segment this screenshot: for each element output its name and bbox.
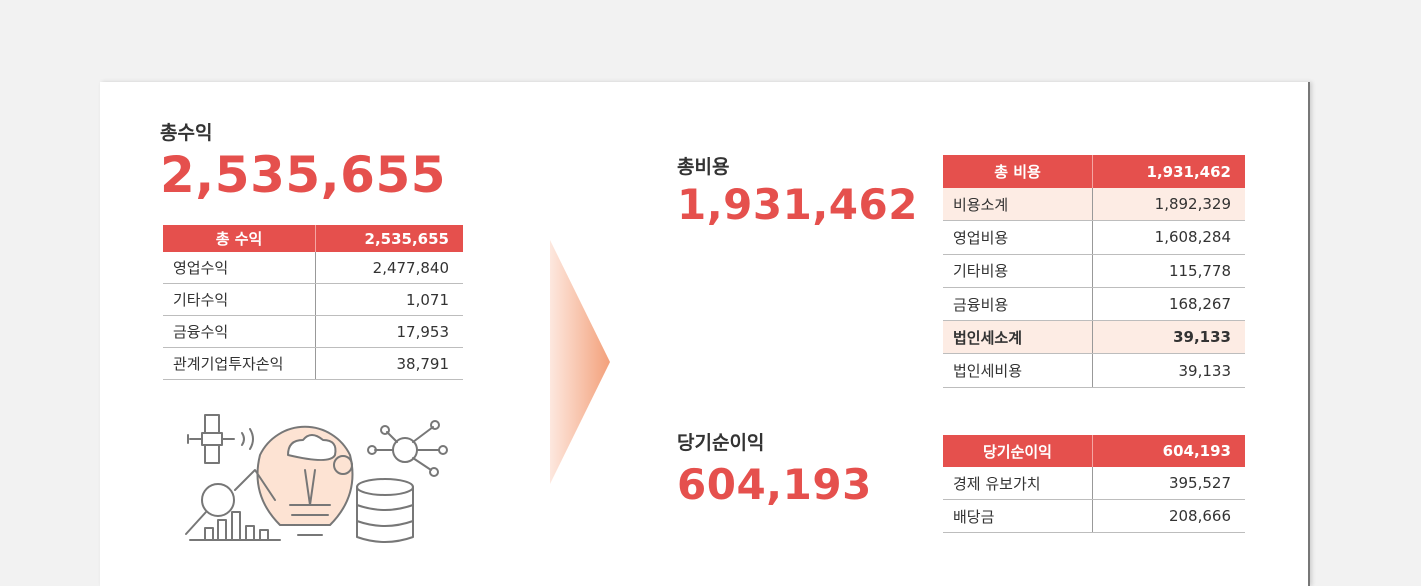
table-cell: 1,892,329 [1154, 195, 1231, 214]
table-row: 영업수익 2,477,840 [163, 252, 463, 284]
table-cell: 경제 유보가치 [943, 467, 1093, 499]
table-cell: 2,477,840 [372, 258, 449, 277]
table-cell: 1,608,284 [1154, 228, 1231, 247]
table-row: 경제 유보가치 395,527 [943, 467, 1245, 500]
table-cell: 배당금 [943, 500, 1093, 532]
table-cell: 기타비용 [943, 254, 1093, 287]
table-cell: 1,071 [406, 290, 449, 309]
header-cell: 2,535,655 [364, 229, 449, 248]
revenue-table: 총 수익 2,535,655 영업수익 2,477,840 기타수익 1,071 금융수익 1… [163, 225, 463, 380]
table-row: 비용소계 1,892,329 [943, 188, 1245, 222]
table-row: 금융비용 168,267 [943, 287, 1245, 322]
table-header: 총 비용 1,931,462 [943, 155, 1245, 188]
header-cell: 총 비용 [943, 155, 1093, 188]
cost-title: 총비용 [677, 156, 730, 178]
table-row: 기타수익 1,071 [163, 284, 463, 316]
table-row: 금융수익 17,953 [163, 316, 463, 348]
bulb-illustration [185, 414, 448, 543]
table-row: 법인세비용 39,133 [943, 354, 1245, 388]
table-cell: 17,953 [396, 322, 450, 341]
table-cell: 208,666 [1168, 507, 1231, 525]
table-cell: 금융수익 [163, 316, 316, 347]
table-cell: 법인세비용 [943, 354, 1093, 387]
table-cell: 39,133 [1173, 328, 1231, 347]
revenue-title: 총수익 [160, 122, 213, 144]
table-row: 법인세소계 39,133 [943, 321, 1245, 355]
table-row: 배당금 208,666 [943, 500, 1245, 533]
table-header: 당기순이익 604,193 [943, 435, 1245, 467]
net-income-amount: 604,193 [677, 460, 872, 509]
revenue-amount: 2,535,655 [160, 146, 447, 204]
table-cell: 395,527 [1168, 474, 1231, 492]
table-cell: 영업수익 [163, 252, 316, 283]
table-cell: 영업비용 [943, 221, 1093, 254]
table-cell: 38,791 [396, 354, 450, 373]
table-cell: 168,267 [1168, 295, 1231, 314]
header-cell: 당기순이익 [943, 435, 1093, 467]
table-cell: 비용소계 [943, 188, 1093, 221]
table-header: 총 수익 2,535,655 [163, 225, 463, 252]
table-cell: 115,778 [1168, 261, 1231, 280]
cost-table: 총 비용 1,931,462 비용소계 1,892,329 영업비용 1,608,284 기… [943, 155, 1245, 388]
header-cell: 604,193 [1162, 442, 1231, 460]
table-cell: 관계기업투자손익 [163, 348, 316, 379]
table-cell: 금융비용 [943, 287, 1093, 321]
header-cell: 1,931,462 [1146, 162, 1231, 181]
table-row: 관계기업투자손익 38,791 [163, 348, 463, 380]
table-row: 영업비용 1,608,284 [943, 221, 1245, 255]
header-cell: 총 수익 [163, 225, 316, 252]
cost-amount: 1,931,462 [677, 180, 918, 229]
arrow [550, 240, 610, 484]
table-row: 기타비용 115,778 [943, 254, 1245, 288]
table-cell: 기타수익 [163, 284, 316, 315]
table-cell: 39,133 [1178, 361, 1232, 380]
net-income-title: 당기순이익 [677, 432, 765, 454]
net-income-table: 당기순이익 604,193 경제 유보가치 395,527 배당금 208,666 [943, 435, 1245, 533]
table-cell: 법인세소계 [943, 321, 1093, 354]
